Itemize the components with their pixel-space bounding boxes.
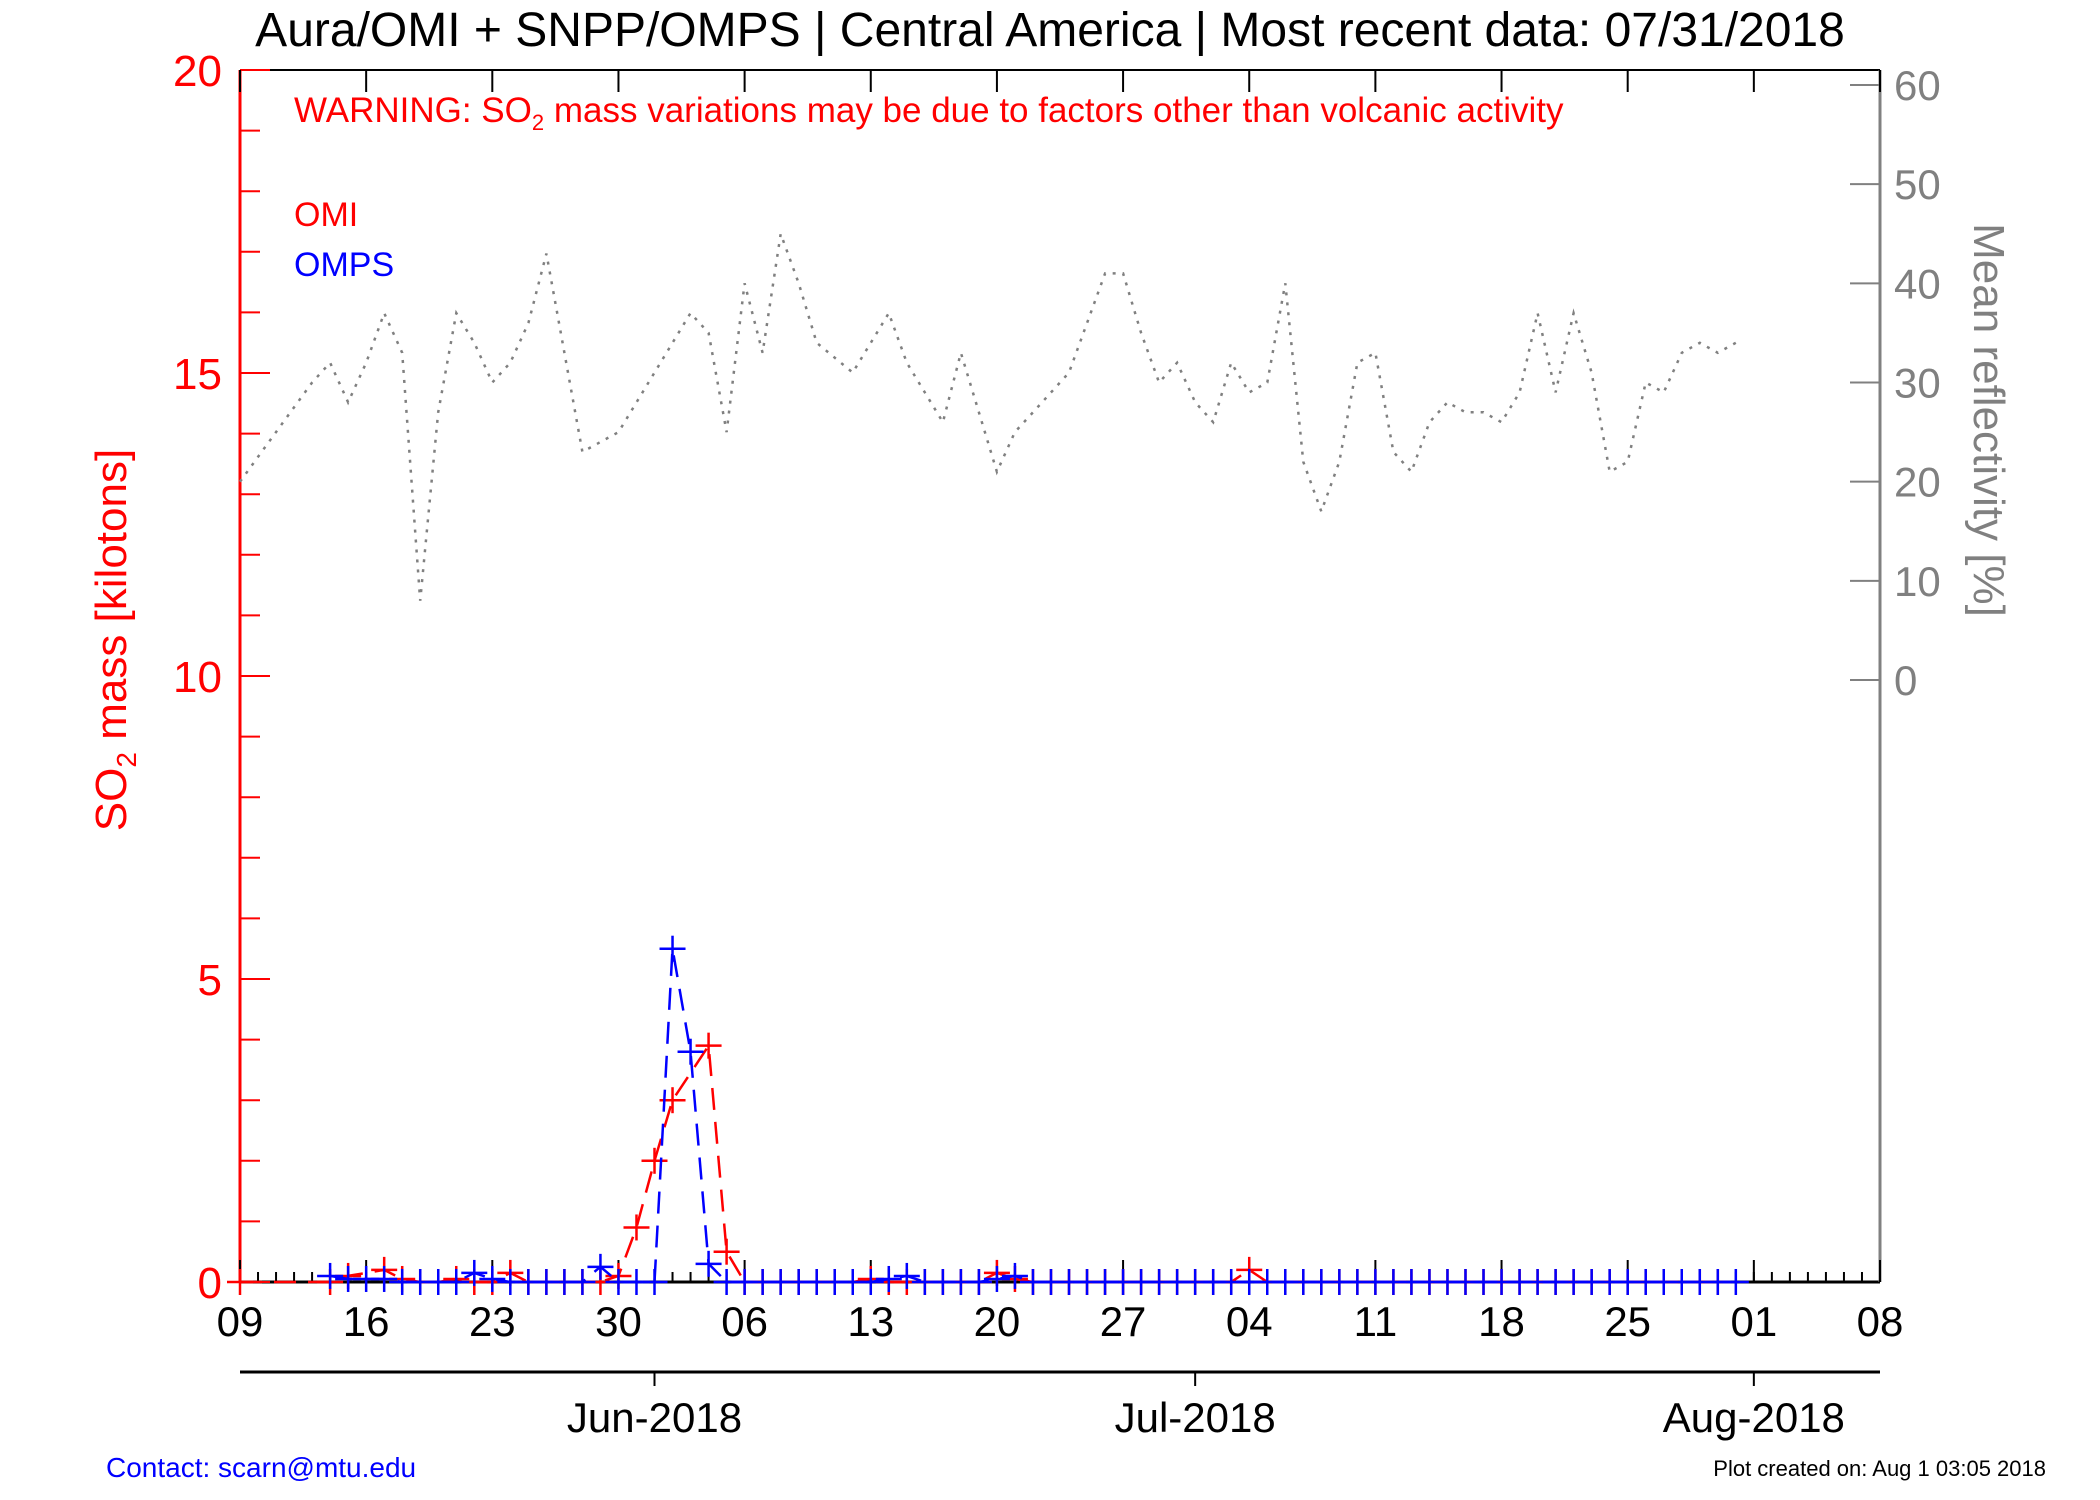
series-omi-point: [713, 1238, 740, 1265]
series-omps-line: [329, 948, 1736, 1284]
x-tick-label: 23: [469, 1298, 516, 1345]
series-omps-point: [677, 1038, 704, 1065]
series-omps-point: [965, 1269, 992, 1295]
series-omps-point: [587, 1253, 614, 1280]
legend: OMI OMPS: [294, 196, 394, 284]
month-axis: Jun-2018 Jul-2018 Aug-2018: [240, 1370, 1880, 1441]
x-tick-label: 25: [1604, 1298, 1651, 1345]
warning-text: WARNING: SO2 mass variations may be due …: [294, 91, 1564, 135]
right-tick-label: 10: [1894, 558, 1941, 605]
x-tick-label: 16: [343, 1298, 390, 1345]
series-mean-reflectivity-line: [238, 233, 1737, 601]
series-omps-point: [893, 1262, 920, 1289]
left-tick-label: 0: [198, 1259, 222, 1308]
series-omps-point: [1001, 1262, 1028, 1289]
x-tick-label: 11: [1354, 1298, 1398, 1345]
series-omps-point: [371, 1265, 398, 1292]
x-tick-label: 04: [1226, 1298, 1273, 1345]
right-tick-label: 40: [1894, 260, 1941, 307]
series-omi-point: [695, 1032, 722, 1059]
x-tick-label: 27: [1100, 1298, 1147, 1345]
right-tick-label: 20: [1894, 459, 1941, 506]
left-tick-label: 5: [198, 956, 222, 1005]
series-omps-point: [695, 1250, 722, 1277]
right-tick-label: 50: [1894, 161, 1941, 208]
series-omps-point: [983, 1265, 1010, 1292]
x-tick-label: 01: [1730, 1298, 1777, 1345]
chart-title: Aura/OMI + SNPP/OMPS | Central America |…: [255, 4, 1845, 57]
legend-entry-omi: OMI: [294, 196, 358, 234]
right-axis-ticks: 0 10 20 30 40 50 60: [1850, 62, 1941, 704]
series-omi-point: [227, 1269, 253, 1295]
right-tick-label: 0: [1894, 657, 1917, 704]
left-tick-label: 15: [173, 350, 222, 399]
x-tick-label: 20: [974, 1298, 1021, 1345]
plot-frame: [238, 69, 1882, 1284]
series-omps-point: [443, 1269, 470, 1295]
left-tick-label: 20: [173, 47, 222, 96]
left-tick-label: 10: [173, 653, 222, 702]
y-axis-label: SO2 mass [kilotons]: [87, 449, 142, 831]
x-tick-label: 09: [217, 1298, 264, 1345]
right-tick-label: 30: [1894, 360, 1941, 407]
x-tick-label: 08: [1857, 1298, 1904, 1345]
series-layer: [227, 233, 1749, 1295]
series-omps-point: [317, 1262, 344, 1289]
left-axis-ticks: 0 5 10 15 20: [173, 47, 270, 1308]
x-tick-label: 18: [1478, 1298, 1525, 1345]
right-tick-label: 60: [1894, 62, 1941, 109]
series-omps-point: [1722, 1269, 1749, 1295]
series-omps-point: [569, 1269, 596, 1295]
series-omps-point: [641, 1269, 668, 1295]
series-omps-point: [875, 1265, 902, 1292]
series-omps-point: [479, 1265, 506, 1292]
series-omi-point: [641, 1147, 668, 1174]
legend-entry-omps: OMPS: [294, 246, 394, 284]
plot-created-text: Plot created on: Aug 1 03:05 2018: [1713, 1456, 2046, 1481]
series-omi-line: [240, 1042, 1718, 1284]
series-omps-point: [659, 935, 686, 962]
y2-axis-label: Mean reflectivity [%]: [1964, 223, 2013, 617]
x-tick-label: 13: [847, 1298, 894, 1345]
series-omps-point: [857, 1269, 884, 1295]
month-label: Jun-2018: [567, 1394, 742, 1441]
x-tick-label: 06: [721, 1298, 768, 1345]
month-label: Aug-2018: [1663, 1394, 1845, 1441]
series-omps-point: [461, 1259, 488, 1286]
x-tick-label: 30: [595, 1298, 642, 1345]
contact-text: Contact: scarn@mtu.edu: [106, 1452, 417, 1483]
month-label: Jul-2018: [1115, 1394, 1276, 1441]
x-axis-ticks: 09 16 23 30 06 13 20 27 04 11 18 25 01 08: [217, 70, 1904, 1345]
series-omi-point: [623, 1214, 650, 1241]
